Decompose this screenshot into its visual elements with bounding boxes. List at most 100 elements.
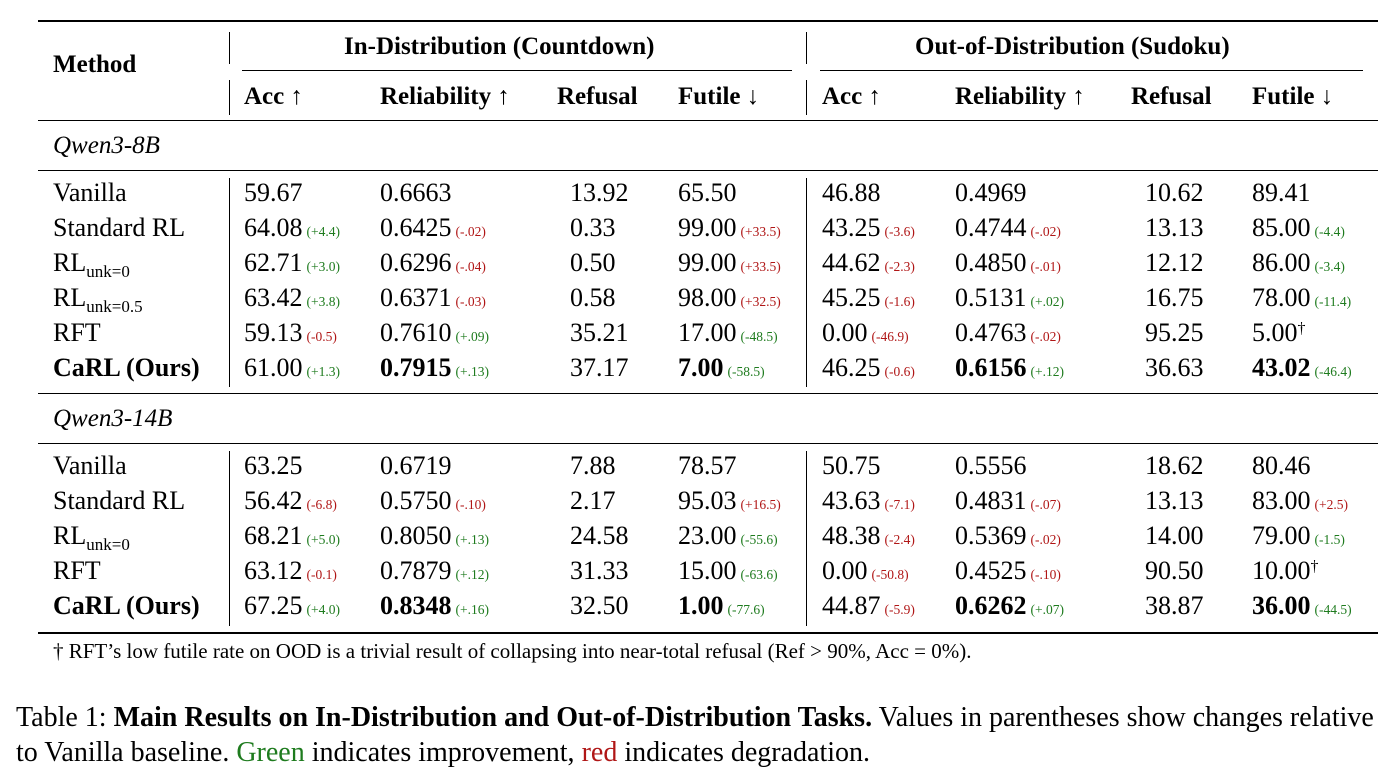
table-cell: 23.00 (-55.6)	[678, 523, 778, 549]
delta-value: (-46.4)	[1314, 364, 1352, 379]
table-cell: 89.41	[1252, 180, 1311, 206]
cell-value: 44.87	[822, 591, 881, 620]
mid-rule	[38, 393, 1378, 394]
table-cell: 13.13	[1145, 488, 1204, 514]
dagger-mark: †	[1297, 320, 1306, 337]
method-name-text: RL	[53, 248, 87, 277]
delta-value: (-58.5)	[727, 364, 765, 379]
delta-value: (+2.5)	[1314, 497, 1348, 512]
table-cell: 48.38 (-2.4)	[822, 523, 915, 549]
table-cell: 0.4969	[955, 180, 1027, 206]
cell-value: 0.50	[570, 248, 616, 277]
table-cell: 18.62	[1145, 453, 1204, 479]
table-cell: 90.50	[1145, 558, 1204, 584]
table-cell: 79.00 (-1.5)	[1252, 523, 1345, 549]
delta-value: (+33.5)	[740, 259, 781, 274]
cell-value: 0.6156	[955, 353, 1027, 382]
table-cell: 0.5369 (-.02)	[955, 523, 1061, 549]
table-cell: 0.7610 (+.09)	[380, 320, 489, 346]
delta-value: (-46.9)	[871, 329, 909, 344]
cell-value: 10.62	[1145, 178, 1204, 207]
table-cell: 46.25 (-0.6)	[822, 355, 915, 381]
table-cell: 17.00 (-48.5)	[678, 320, 778, 346]
table-cell: 1.00 (-77.6)	[678, 593, 765, 619]
cell-value: 0.33	[570, 213, 616, 242]
vrule-mid-top	[806, 32, 807, 64]
delta-value: (-2.3)	[884, 259, 915, 274]
table-cell: 78.00 (-11.4)	[1252, 285, 1351, 311]
table-cell: 0.5750 (-.10)	[380, 488, 486, 514]
cell-value: 0.4525	[955, 556, 1027, 585]
group-out-of-distribution: Out-of-Distribution (Sudoku)	[915, 33, 1230, 60]
table-cell: 98.00 (+32.5)	[678, 285, 781, 311]
table-cell: 36.00 (-44.5)	[1252, 593, 1352, 619]
method-name-text: Vanilla	[53, 178, 127, 207]
method-name-text: Standard RL	[53, 213, 186, 242]
cell-value: 59.13	[244, 318, 303, 347]
delta-value: (-.04)	[455, 259, 486, 274]
cell-value: 0.7915	[380, 353, 452, 382]
table-cell: 0.8050 (+.13)	[380, 523, 489, 549]
header-acc-out: Acc ↑	[822, 83, 881, 110]
delta-value: (-0.5)	[306, 329, 337, 344]
table-cell: 15.00 (-63.6)	[678, 558, 778, 584]
delta-value: (+33.5)	[740, 224, 781, 239]
caption-text: Values in parentheses show changes relat…	[16, 702, 1374, 768]
table-cell: 0.4744 (-.02)	[955, 215, 1061, 241]
cell-value: 17.00	[678, 318, 737, 347]
table-cell: 59.13 (-0.5)	[244, 320, 337, 346]
delta-value: (-50.8)	[871, 567, 909, 582]
delta-value: (+.12)	[455, 567, 489, 582]
cell-value: 36.63	[1145, 353, 1204, 382]
delta-value: (-63.6)	[740, 567, 778, 582]
method-subscript: unk=0	[86, 262, 130, 281]
vrule-method-s1	[229, 178, 230, 387]
caption-green-word: Green	[236, 737, 305, 768]
table-cell: 0.6296 (-.04)	[380, 250, 486, 276]
method-name-text: RL	[53, 283, 87, 312]
table-cell: 13.92	[570, 180, 629, 206]
cell-value: 45.25	[822, 283, 881, 312]
delta-value: (-11.4)	[1314, 294, 1352, 309]
delta-value: (+16.5)	[740, 497, 781, 512]
cell-value: 0.8348	[380, 591, 452, 620]
table-cell: 67.25 (+4.0)	[244, 593, 340, 619]
table-cell: 10.62	[1145, 180, 1204, 206]
cell-value: 15.00	[678, 556, 737, 585]
cell-value: 12.12	[1145, 248, 1204, 277]
delta-value: (+.13)	[455, 364, 489, 379]
table-cell: 83.00 (+2.5)	[1252, 488, 1348, 514]
cell-value: 0.7610	[380, 318, 452, 347]
cell-value: 46.25	[822, 353, 881, 382]
cell-value: 31.33	[570, 556, 629, 585]
method-name-text: Standard RL	[53, 486, 186, 515]
cell-value: 48.38	[822, 521, 881, 550]
table-cell: 43.02 (-46.4)	[1252, 355, 1352, 381]
vrule-mid-s2	[806, 451, 807, 626]
table-cell: 0.5131 (+.02)	[955, 285, 1064, 311]
cell-value: 0.4744	[955, 213, 1027, 242]
table-cell: 0.6262 (+.07)	[955, 593, 1064, 619]
table-cell: 44.87 (-5.9)	[822, 593, 915, 619]
caption-text: indicates improvement,	[304, 737, 582, 768]
cell-value: 0.7879	[380, 556, 452, 585]
table-cell: 65.50	[678, 180, 737, 206]
table-cell: 2.17	[570, 488, 616, 514]
delta-value: (+.12)	[1030, 364, 1064, 379]
table-cell: 99.00 (+33.5)	[678, 215, 781, 241]
group-rule-out	[820, 70, 1363, 71]
cell-value: 56.42	[244, 486, 303, 515]
delta-value: (-48.5)	[740, 329, 778, 344]
table-cell: 10.00†	[1252, 558, 1319, 584]
delta-value: (-77.6)	[727, 602, 765, 617]
cell-value: 65.50	[678, 178, 737, 207]
method-name-text: RFT	[53, 318, 101, 347]
cell-value: 0.6663	[380, 178, 452, 207]
group-in-distribution: In-Distribution (Countdown)	[344, 33, 655, 60]
table-cell: 0.8348 (+.16)	[380, 593, 489, 619]
cell-value: 86.00	[1252, 248, 1311, 277]
table-cell: 0.4763 (-.02)	[955, 320, 1061, 346]
delta-value: (-.07)	[1030, 497, 1061, 512]
table-cell: 78.57	[678, 453, 737, 479]
cell-value: 67.25	[244, 591, 303, 620]
